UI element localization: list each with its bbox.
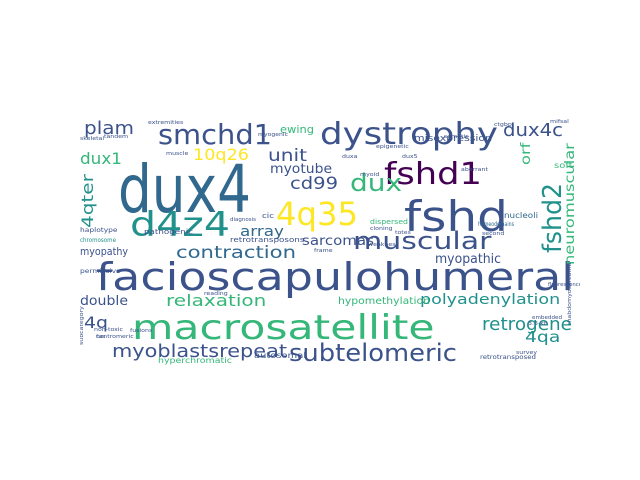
cloud-word: frame [314,248,333,254]
cloud-word: double [80,294,128,309]
cloud-word: cic [262,212,275,220]
cloud-word: 4q [84,313,109,332]
cloud-word: ctgbp [494,122,512,128]
cloud-word: myoblastsrepeat [112,341,288,362]
cloud-word: 3.3-kb [528,321,548,327]
cloud-word: permissive [80,268,121,275]
cloud-word: pathogenic [144,228,193,236]
cloud-word: reading [204,291,228,297]
cloud-word: fshd1 [384,157,483,192]
cloud-word: survey [516,350,538,356]
cloud-word: diagnosis [230,217,257,223]
cloud-word: somatic [444,134,469,140]
cloud-word: array [240,224,284,240]
cloud-word: muscular [353,227,492,255]
cloud-word: chromosome [80,237,117,244]
cloud-word: hypomethylation [338,296,430,307]
cloud-word: myopathy [80,245,128,258]
cloud-word: retrogene [482,314,572,335]
cloud-word: myogenic [258,132,289,138]
word-cloud: dux4 facioscapulohumeral macrosatellite fsh… [80,115,580,365]
cloud-word: relaxation [166,291,267,310]
cloud-word: cloning [370,226,393,232]
cloud-word: autosomal [254,351,307,360]
cloud-word: skeletal [80,136,105,142]
cloud-word: fusions [130,328,153,334]
cloud-word: plam [84,118,134,139]
cloud-word: 4qter [80,174,97,228]
cloud-word: macrosatellite [132,308,435,348]
cloud-word: totes [395,230,411,236]
cloud-word: polyadenylation [420,292,561,308]
cloud-word: fus [96,334,106,340]
cloud-word: d4z4 [130,205,230,245]
cloud-word: extremities [148,120,184,126]
cloud-word: tandem [104,134,129,140]
cloud-word: embedded [532,315,563,321]
cloud-word: orf [519,142,534,165]
cloud-word: contraction [176,243,296,263]
cloud-word: hyperchromatic [158,356,232,365]
cloud-word: cd99 [290,174,339,194]
cloud-word: 10q26 [193,145,250,164]
cloud-word: subtelomeric [289,339,457,365]
cloud-word: haplotype [80,227,118,234]
cloud-word: duxa [342,154,358,160]
cloud-word: centromeric [96,334,134,340]
cloud-word: aberrant [461,167,488,173]
cloud-word: myotube [270,162,333,177]
cloud-word: misexpression [414,134,492,144]
cloud-word: myopathic [435,252,502,267]
cloud-word: mifsal [550,119,569,125]
cloud-word: smchd1 [158,118,273,151]
cloud-word: myoid [360,172,380,178]
cloud-word: unit [268,146,307,166]
cloud-word: fshd [404,192,508,241]
cloud-word: soft [554,161,573,170]
cloud-word: dispersed [370,218,409,226]
cloud-word: dux1 [80,149,122,168]
cloud-word: non-toxic [94,327,123,333]
cloud-word: sarcomas [302,234,374,249]
cloud-word: fluorescence [548,282,580,288]
cloud-word: dux4c [503,120,563,141]
cloud-word: subcategory [80,306,85,345]
cloud-word: nucleoli [504,211,539,220]
cloud-word: retrotransposed [480,354,537,361]
cloud-word: retrotransposons [230,236,305,244]
cloud-word: facioscapulohumeral [96,255,575,299]
cloud-word: dystrophy [320,117,498,152]
cloud-word: ewing [280,123,314,136]
cloud-word: dux [350,169,402,197]
cloud-word: homeodomains [478,221,515,228]
cloud-word: dux5 [402,154,418,160]
cloud-word: epigenetic [376,144,409,150]
cloud-word: rhabdomyosarcoma [567,262,573,325]
cloud-word: weakness [368,242,399,248]
cloud-word: 4qa [525,328,561,346]
cloud-word: dux4 [118,151,251,228]
cloud-word: second [482,231,505,237]
cloud-word: 4q35 [276,195,358,233]
cloud-word: muscle [166,151,189,157]
